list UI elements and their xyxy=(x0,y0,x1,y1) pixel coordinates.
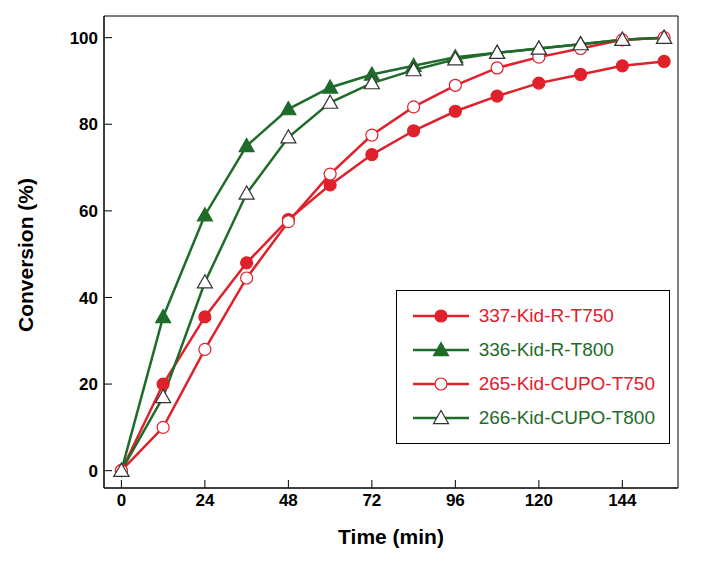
html-text:336-Kid-R-T800: 336-Kid-R-T800 xyxy=(478,339,614,360)
svg-text:120: 120 xyxy=(525,491,553,510)
svg-text:48: 48 xyxy=(279,491,298,510)
svg-text:24: 24 xyxy=(195,491,214,510)
html-text:337-Kid-R-T750: 337-Kid-R-T750 xyxy=(478,305,614,326)
svg-text:0: 0 xyxy=(89,462,98,481)
svg-text:40: 40 xyxy=(79,289,98,308)
html-text:266-Kid-CUPO-T800: 266-Kid-CUPO-T800 xyxy=(478,407,655,428)
svg-text:100: 100 xyxy=(70,29,98,48)
svg-text:60: 60 xyxy=(79,202,98,221)
html-text:265-Kid-CUPO-T750: 265-Kid-CUPO-T750 xyxy=(478,373,655,394)
svg-text:20: 20 xyxy=(79,375,98,394)
svg-text:144: 144 xyxy=(608,491,637,510)
svg-text:0: 0 xyxy=(117,491,126,510)
svg-text:Time (min): Time (min) xyxy=(338,525,444,548)
svg-text:80: 80 xyxy=(79,115,98,134)
svg-text:Conversion (%): Conversion (%) xyxy=(14,178,37,332)
svg-text:72: 72 xyxy=(362,491,381,510)
svg-text:96: 96 xyxy=(446,491,465,510)
